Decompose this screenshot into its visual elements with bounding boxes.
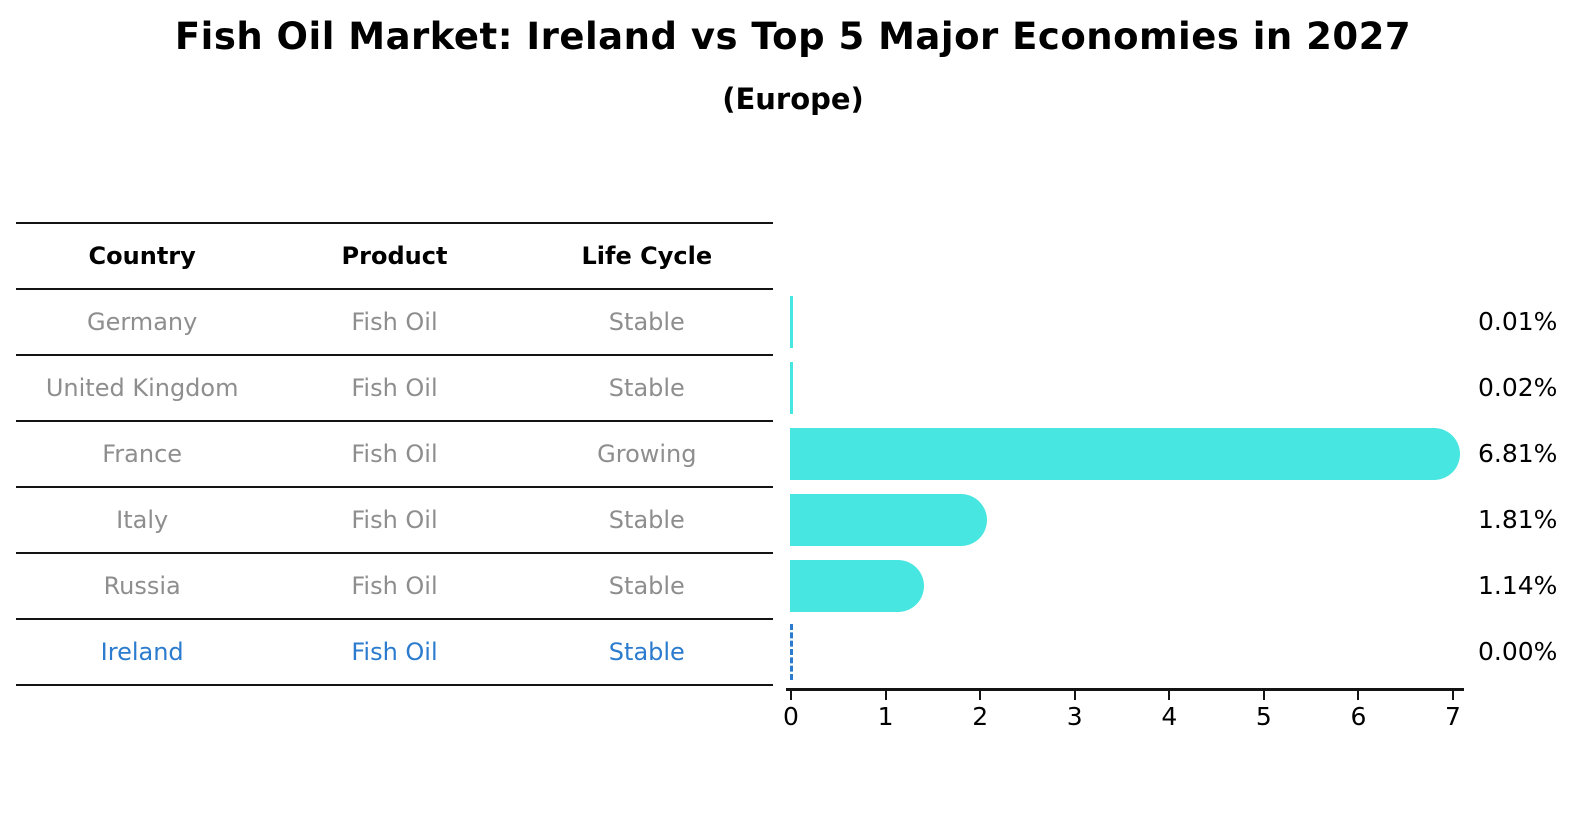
x-tick-label: 2 <box>972 702 989 731</box>
x-tick-label: 3 <box>1066 702 1083 731</box>
cell-life-cycle: Stable <box>608 308 685 336</box>
x-tick <box>1357 691 1360 700</box>
x-tick-label: 1 <box>877 702 894 731</box>
x-tick <box>1073 691 1076 700</box>
cell-product: Fish Oil <box>351 506 438 534</box>
cell-country: France <box>102 440 183 468</box>
table-header-row: Country Product Life Cycle <box>16 224 773 290</box>
cell-product: Fish Oil <box>351 572 438 600</box>
bar-france <box>790 428 1461 480</box>
table-row-ireland: Ireland Fish Oil Stable <box>16 620 773 686</box>
cell-product: Fish Oil <box>351 638 438 666</box>
x-tick-label: 4 <box>1161 702 1178 731</box>
bar-russia <box>790 560 924 612</box>
cell-country: Italy <box>116 506 169 534</box>
table-row-united-kingdom: United Kingdom Fish Oil Stable <box>16 356 773 422</box>
column-header-product: Product <box>341 242 448 270</box>
value-label-united-kingdom: 0.02% <box>1478 373 1558 402</box>
x-tick-label: 0 <box>783 702 799 731</box>
cell-life-cycle: Stable <box>608 506 685 534</box>
bar-italy <box>790 494 988 546</box>
bar-ireland <box>790 624 793 680</box>
x-tick-label: 7 <box>1445 702 1461 731</box>
cell-product: Fish Oil <box>351 308 438 336</box>
x-tick <box>790 691 792 700</box>
country-table: Country Product Life Cycle Germany Fish … <box>16 222 773 686</box>
value-label-germany: 0.01% <box>1478 307 1558 336</box>
column-header-country: Country <box>88 242 196 270</box>
cell-life-cycle: Stable <box>608 638 685 666</box>
cell-product: Fish Oil <box>351 374 438 402</box>
table-row-russia: Russia Fish Oil Stable <box>16 554 773 620</box>
cell-country: Russia <box>103 572 181 600</box>
cell-country: United Kingdom <box>45 374 239 402</box>
column-header-life-cycle: Life Cycle <box>581 242 713 270</box>
cell-country: Ireland <box>100 638 184 666</box>
cell-life-cycle: Stable <box>608 374 685 402</box>
table-row-germany: Germany Fish Oil Stable <box>16 290 773 356</box>
x-tick <box>1452 691 1454 700</box>
cell-life-cycle: Stable <box>608 572 685 600</box>
x-tick <box>1262 691 1265 700</box>
bar-germany <box>790 296 793 348</box>
value-label-russia: 1.14% <box>1478 571 1558 600</box>
bar-united-kingdom <box>790 362 793 414</box>
x-tick <box>979 691 982 700</box>
chart-subtitle: (Europe) <box>722 82 864 116</box>
cell-life-cycle: Growing <box>597 440 697 468</box>
x-tick <box>884 691 887 700</box>
x-tick <box>1168 691 1171 700</box>
x-tick-label: 6 <box>1350 702 1367 731</box>
table-row-italy: Italy Fish Oil Stable <box>16 488 773 554</box>
chart-title: Fish Oil Market: Ireland vs Top 5 Major … <box>174 15 1412 58</box>
value-label-ireland: 0.00% <box>1478 637 1558 666</box>
x-axis <box>786 688 1464 691</box>
cell-product: Fish Oil <box>351 440 438 468</box>
x-tick-label: 5 <box>1255 702 1272 731</box>
value-label-italy: 1.81% <box>1478 505 1558 534</box>
value-label-france: 6.81% <box>1478 439 1558 468</box>
table-row-france: France Fish Oil Growing <box>16 422 773 488</box>
cell-country: Germany <box>87 308 198 336</box>
